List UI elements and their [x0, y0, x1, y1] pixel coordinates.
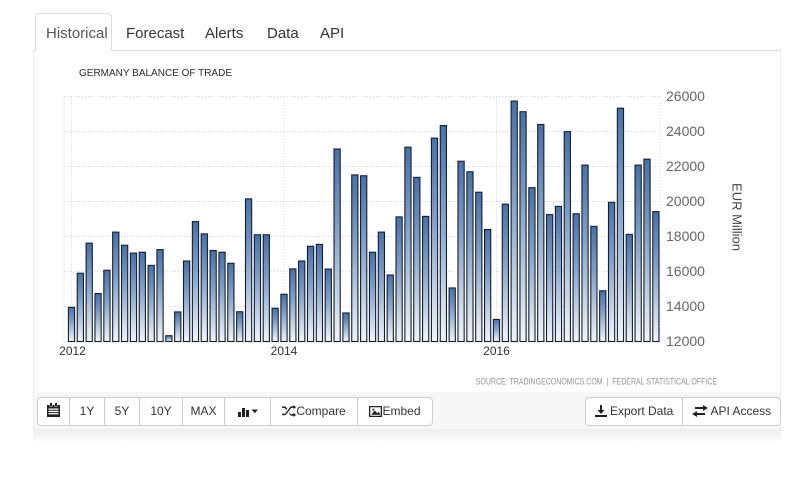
svg-text:20000: 20000 [666, 193, 705, 209]
svg-text:SOURCE: TRADINGECONOMICS.COM: SOURCE: TRADINGECONOMICS.COM | FEDERAL S… [476, 377, 718, 387]
svg-text:22000: 22000 [666, 158, 705, 174]
svg-text:GERMANY BALANCE OF TRADE: GERMANY BALANCE OF TRADE [79, 68, 232, 79]
svg-text:2012: 2012 [59, 344, 86, 358]
svg-text:18000: 18000 [666, 228, 705, 244]
svg-text:26000: 26000 [666, 88, 705, 104]
svg-text:24000: 24000 [666, 123, 705, 139]
svg-text:14000: 14000 [666, 298, 705, 314]
svg-text:EUR Million: EUR Million [730, 183, 745, 251]
svg-text:2016: 2016 [483, 344, 510, 358]
svg-text:2014: 2014 [271, 344, 298, 358]
svg-text:16000: 16000 [666, 263, 705, 279]
svg-text:12000: 12000 [666, 333, 705, 349]
